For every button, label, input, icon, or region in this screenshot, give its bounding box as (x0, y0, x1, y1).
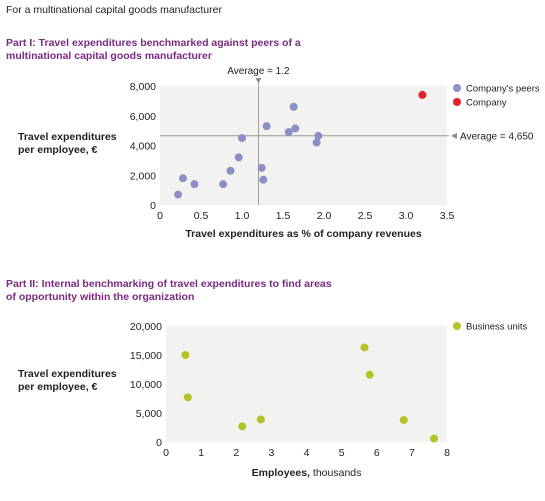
chart1-legend-marker-peers (453, 84, 461, 92)
chart2-plot-area (166, 326, 447, 442)
chart2-point-units (256, 415, 265, 424)
chart2-xtick-label: 5 (339, 447, 345, 459)
chart1-legend-label-company: Company (466, 98, 507, 109)
chart1-ytick-label: 0 (150, 200, 156, 212)
chart1-ytick-label: 6,000 (130, 111, 156, 123)
chart1-avg-x-label: Average = 1.2 (227, 66, 290, 77)
chart1-xtick-label: 3.5 (440, 210, 455, 222)
chart2-point-units (181, 351, 190, 359)
chart1-xtick-label: 2.0 (317, 210, 332, 222)
chart2-xtick-label: 0 (163, 447, 169, 459)
chart1-point-peers (314, 131, 323, 140)
chart1-point-peers (178, 174, 187, 183)
chart2-point-units (365, 370, 374, 379)
chart1-xtick-label: 3.0 (399, 210, 414, 222)
chart1-point-company (418, 90, 427, 99)
chart1-xtick-label: 2.5 (358, 210, 373, 222)
chart1-xtick-label: 0.5 (194, 210, 209, 222)
chart1-xlabel: Travel expenditures as % of company reve… (185, 228, 422, 240)
chart1-xtick-label: 0 (157, 210, 163, 222)
chart1-point-peers (219, 180, 228, 189)
chart1-point-peers (284, 128, 293, 137)
chart1-point-peers (238, 134, 246, 143)
chart2-ytick-label: 10,000 (130, 379, 162, 391)
chart2-xlabel-unit: thousands (310, 467, 361, 479)
chart2-title: Part II: Internal benchmarking of travel… (6, 278, 332, 303)
chart2-xtick-label: 4 (304, 447, 310, 459)
chart2-point-units (183, 393, 192, 402)
chart2-ytick-label: 15,000 (130, 350, 162, 362)
chart2-point-units (360, 343, 369, 352)
chart2-xtick-label: 1 (198, 447, 204, 459)
chart2-xtick-label: 2 (233, 447, 239, 459)
chart2-ylabel-line1: Travel expenditures (18, 368, 117, 380)
chart1-point-peers (190, 180, 199, 189)
chart2-ytick-label: 5,000 (136, 408, 162, 420)
chart1-point-peers (174, 190, 183, 199)
chart1-ylabel-line1: Travel expenditures (18, 131, 117, 143)
chart1-ylabel-line2: per employee, € (18, 144, 98, 156)
chart1-ytick-label: 2,000 (130, 170, 156, 182)
chart1-ytick-label: 4,000 (130, 141, 156, 153)
chart1-point-peers (257, 163, 266, 172)
chart1-avg-y-marker (451, 132, 457, 139)
page-subtitle: For a multinational capital goods manufa… (6, 4, 222, 16)
chart2-xlabel: Employees, thousands (252, 467, 362, 479)
chart1-avg-x-marker (255, 78, 262, 83)
chart2-xtick-label: 6 (374, 447, 380, 459)
chart1-point-peers (259, 175, 268, 184)
chart1-point-peers (312, 138, 321, 147)
chart2-legend-marker-units (453, 322, 461, 330)
chart2-ytick-label: 20,000 (130, 321, 162, 333)
chart1-ytick-label: 8,000 (130, 81, 156, 93)
chart1-avg-y-label: Average = 4,650 (460, 131, 534, 142)
chart1-point-peers (289, 102, 298, 111)
chart1-plot-area (160, 86, 447, 205)
chart1-point-peers (291, 124, 300, 133)
chart2-xtick-label: 8 (444, 447, 450, 459)
chart1-legend-marker-company (453, 98, 461, 106)
chart1-point-peers (262, 122, 271, 131)
chart2-point-units (399, 415, 408, 424)
chart2-xlabel-main: Employees, (252, 467, 310, 479)
chart2-xtick-label: 3 (268, 447, 274, 459)
chart2-legend-label-units: Business units (466, 322, 528, 333)
chart1-xtick-label: 1.0 (235, 210, 250, 222)
chart1-point-peers (234, 153, 243, 162)
chart1-xtick-label: 1.5 (276, 210, 291, 222)
chart1-point-peers (226, 166, 235, 175)
chart1-legend-label-peers: Company's peers (466, 84, 540, 95)
chart2-xtick-label: 7 (409, 447, 415, 459)
chart2-point-units (430, 434, 439, 443)
chart2-ytick-label: 0 (156, 437, 162, 449)
chart2-ylabel-line2: per employee, € (18, 381, 98, 393)
chart1-title: Part I: Travel expenditures benchmarked … (6, 37, 301, 62)
chart2-point-units (238, 422, 247, 431)
